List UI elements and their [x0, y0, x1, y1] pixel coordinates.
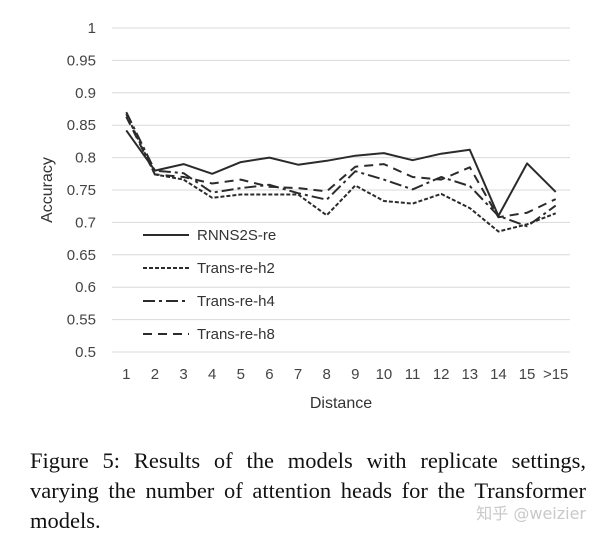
x-tick-label: 15	[519, 366, 536, 383]
x-tick-label: 13	[461, 366, 478, 383]
x-tick-label: 7	[294, 366, 302, 383]
y-tick-label: 0.8	[75, 150, 96, 167]
x-tick-label: 9	[351, 366, 359, 383]
y-tick-label: 0.55	[67, 312, 96, 329]
x-tick-label: 3	[179, 366, 187, 383]
x-tick-label: 4	[208, 366, 216, 383]
x-tick-label: 12	[433, 366, 450, 383]
x-tick-label: >15	[543, 366, 568, 383]
watermark: 知乎 @weizier	[476, 504, 586, 523]
legend-label: Trans-re-h4	[197, 293, 275, 310]
y-tick-label: 0.6	[75, 279, 96, 296]
y-tick-label: 0.9	[75, 85, 96, 102]
series-lines	[125, 111, 557, 233]
y-tick-label: 0.7	[75, 214, 96, 231]
x-tick-label: 14	[490, 366, 507, 383]
x-tick-label: 6	[265, 366, 273, 383]
y-axis-ticks: 0.5 0.55 0.6 0.65 0.7 0.75 0.8 0.85 0.9 0.95 1	[67, 20, 96, 361]
x-tick-label: 8	[323, 366, 331, 383]
x-tick-label: 2	[151, 366, 159, 383]
gridlines	[112, 27, 570, 353]
y-tick-label: 0.5	[75, 344, 96, 361]
y-axis-title: Accuracy	[39, 157, 56, 223]
y-tick-label: 0.75	[67, 182, 96, 199]
series-line-trans-re-h8	[125, 116, 557, 219]
x-tick-label: 1	[122, 366, 130, 383]
x-tick-label: 5	[237, 366, 245, 383]
x-axis-ticks: 1 2 3 4 5 6 7 8 9 10 11 12 13 14 15 >15	[122, 366, 568, 383]
y-tick-label: 0.65	[67, 247, 96, 264]
x-tick-label: 11	[405, 366, 421, 383]
legend: RNNS2S-re Trans-re-h2 Trans-re-h4 Trans-re-…	[143, 227, 276, 343]
legend-label: Trans-re-h8	[197, 326, 275, 343]
x-axis-title: Distance	[310, 395, 372, 412]
legend-label: Trans-re-h2	[197, 260, 275, 277]
series-line-rnns2s-re	[125, 129, 557, 217]
series-line-trans-re-h4	[125, 111, 557, 228]
y-tick-label: 1	[88, 20, 96, 37]
series-line-trans-re-h2	[125, 113, 557, 233]
y-tick-label: 0.85	[67, 117, 96, 134]
x-tick-label: 10	[376, 366, 393, 383]
figure-caption: Figure 5: Results of the models with rep…	[30, 448, 586, 533]
y-tick-label: 0.95	[67, 52, 96, 69]
legend-label: RNNS2S-re	[197, 227, 276, 244]
